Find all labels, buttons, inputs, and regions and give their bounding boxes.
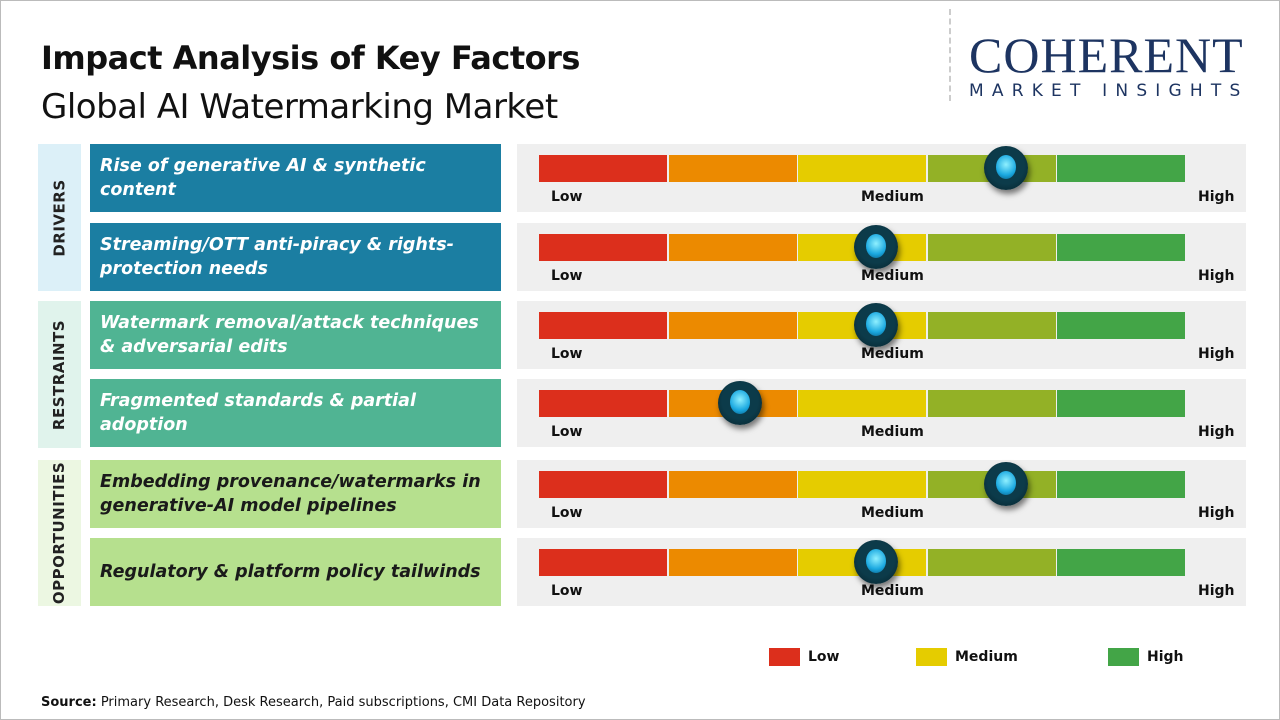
legend-item-medium: Medium bbox=[916, 648, 1018, 666]
gauge-segment bbox=[927, 390, 1056, 417]
logo-tagline: MARKET INSIGHTS bbox=[969, 81, 1249, 101]
logo-name: COHERENT bbox=[969, 27, 1244, 83]
gauge-segment bbox=[1057, 471, 1186, 498]
gauge-segment bbox=[798, 390, 927, 417]
gauge-segment bbox=[668, 549, 797, 576]
category-drivers: DRIVERS bbox=[38, 144, 81, 291]
scale-high-label: High bbox=[1198, 268, 1235, 284]
impact-indicator-knob bbox=[853, 225, 898, 269]
factor-label: Embedding provenance/watermarks in gener… bbox=[90, 460, 501, 528]
legend-swatch bbox=[916, 648, 947, 666]
scale-medium-label: Medium bbox=[861, 583, 924, 599]
impact-gauge: Low Medium High bbox=[517, 301, 1246, 369]
impact-gauge: Low Medium High bbox=[517, 144, 1246, 212]
impact-gauge: Low Medium High bbox=[517, 379, 1246, 447]
gauge-segment bbox=[539, 471, 668, 498]
factor-label: Fragmented standards & partial adoption bbox=[90, 379, 501, 447]
scale-low-label: Low bbox=[551, 424, 583, 440]
page-title: Impact Analysis of Key Factors bbox=[41, 39, 580, 77]
category-label: OPPORTUNITIES bbox=[50, 461, 69, 605]
scale-medium-label: Medium bbox=[861, 346, 924, 362]
scale-low-label: Low bbox=[551, 346, 583, 362]
source-note: Source: Primary Research, Desk Research,… bbox=[41, 695, 586, 710]
impact-gauge: Low Medium High bbox=[517, 223, 1246, 291]
gauge-segment bbox=[539, 549, 668, 576]
impact-indicator-knob bbox=[853, 303, 898, 347]
gauge-segment bbox=[1057, 390, 1186, 417]
page-subtitle: Global AI Watermarking Market bbox=[41, 87, 558, 127]
scale-low-label: Low bbox=[551, 268, 583, 284]
scale-low-label: Low bbox=[551, 505, 583, 521]
impact-indicator-knob bbox=[983, 462, 1028, 506]
legend-item-high: High bbox=[1108, 648, 1184, 666]
legend-label: Low bbox=[808, 649, 840, 665]
gauge-segment bbox=[539, 312, 668, 339]
impact-indicator-knob bbox=[717, 381, 762, 425]
impact-indicator-knob bbox=[853, 540, 898, 584]
legend-label: Medium bbox=[955, 649, 1018, 665]
scale-high-label: High bbox=[1198, 189, 1235, 205]
logo: COHERENT MARKET INSIGHTS bbox=[969, 27, 1264, 101]
scale-medium-label: Medium bbox=[861, 424, 924, 440]
legend-item-low: Low bbox=[769, 648, 839, 666]
category-restraints: RESTRAINTS bbox=[38, 301, 81, 448]
scale-medium-label: Medium bbox=[861, 268, 924, 284]
scale-high-label: High bbox=[1198, 583, 1235, 599]
impact-indicator-knob bbox=[983, 146, 1028, 190]
divider bbox=[949, 9, 951, 101]
gauge-segment bbox=[1057, 234, 1186, 261]
category-label: RESTRAINTS bbox=[50, 319, 69, 430]
source-label: Source: bbox=[41, 695, 97, 710]
impact-gauge: Low Medium High bbox=[517, 460, 1246, 528]
factor-label: Watermark removal/attack techniques & ad… bbox=[90, 301, 501, 369]
factor-label: Rise of generative AI & synthetic conten… bbox=[90, 144, 501, 212]
scale-high-label: High bbox=[1198, 346, 1235, 362]
category-label: DRIVERS bbox=[50, 178, 69, 257]
legend-swatch bbox=[1108, 648, 1139, 666]
scale-high-label: High bbox=[1198, 505, 1235, 521]
gauge-segment bbox=[1057, 155, 1186, 182]
legend-swatch bbox=[769, 648, 800, 666]
legend-label: High bbox=[1147, 649, 1184, 665]
gauge-segment bbox=[539, 155, 668, 182]
scale-low-label: Low bbox=[551, 189, 583, 205]
factor-label: Streaming/OTT anti-piracy & rights-prote… bbox=[90, 223, 501, 291]
scale-high-label: High bbox=[1198, 424, 1235, 440]
gauge-segment bbox=[668, 234, 797, 261]
gauge-segment bbox=[539, 234, 668, 261]
gauge-segment bbox=[927, 312, 1056, 339]
gauge-segment bbox=[1057, 312, 1186, 339]
gauge-segment bbox=[1057, 549, 1186, 576]
scale-low-label: Low bbox=[551, 583, 583, 599]
impact-gauge: Low Medium High bbox=[517, 538, 1246, 606]
gauge-segment bbox=[668, 155, 797, 182]
source-text: Primary Research, Desk Research, Paid su… bbox=[96, 695, 586, 710]
gauge-segment bbox=[927, 234, 1056, 261]
gauge-segment bbox=[927, 549, 1056, 576]
gauge-segment bbox=[798, 471, 927, 498]
gauge-segment bbox=[798, 155, 927, 182]
gauge-segment bbox=[539, 390, 668, 417]
factor-label: Regulatory & platform policy tailwinds bbox=[90, 538, 501, 606]
scale-medium-label: Medium bbox=[861, 189, 924, 205]
gauge-segment bbox=[668, 471, 797, 498]
gauge-segment bbox=[668, 312, 797, 339]
scale-medium-label: Medium bbox=[861, 505, 924, 521]
category-opportunities: OPPORTUNITIES bbox=[38, 460, 81, 606]
